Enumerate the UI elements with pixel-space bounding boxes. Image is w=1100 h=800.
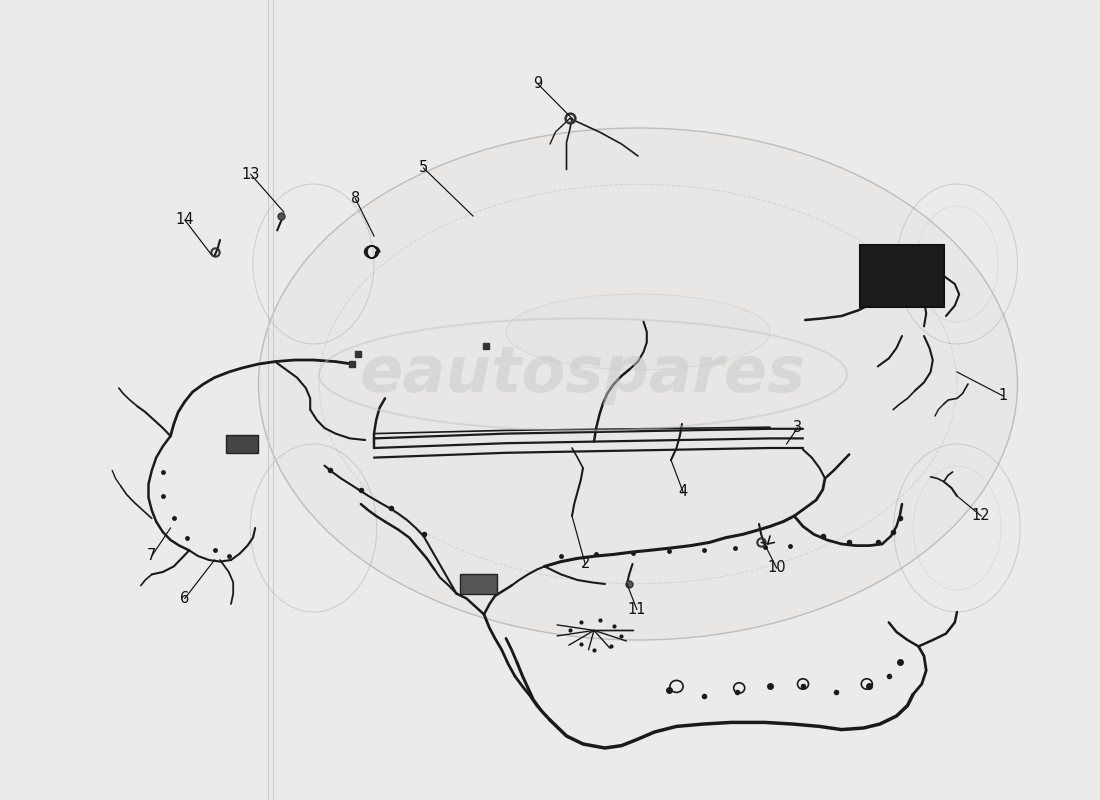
Text: eautospares: eautospares [360, 343, 806, 406]
FancyBboxPatch shape [860, 245, 944, 307]
Text: 8: 8 [351, 191, 360, 206]
Text: 5: 5 [419, 161, 428, 175]
Text: 1: 1 [999, 389, 1008, 403]
Text: 9: 9 [534, 77, 542, 91]
Text: 14: 14 [176, 213, 194, 227]
FancyBboxPatch shape [227, 434, 257, 454]
Text: 6: 6 [180, 591, 189, 606]
Text: 4: 4 [679, 485, 688, 499]
FancyBboxPatch shape [460, 574, 497, 594]
Ellipse shape [258, 128, 1018, 640]
Text: 12: 12 [972, 509, 990, 523]
Text: 7: 7 [147, 549, 156, 563]
Text: 10: 10 [768, 561, 785, 575]
Text: 2: 2 [581, 557, 590, 571]
Ellipse shape [506, 294, 770, 370]
Text: 11: 11 [628, 602, 646, 617]
Text: 13: 13 [242, 167, 260, 182]
Text: 3: 3 [793, 421, 802, 435]
